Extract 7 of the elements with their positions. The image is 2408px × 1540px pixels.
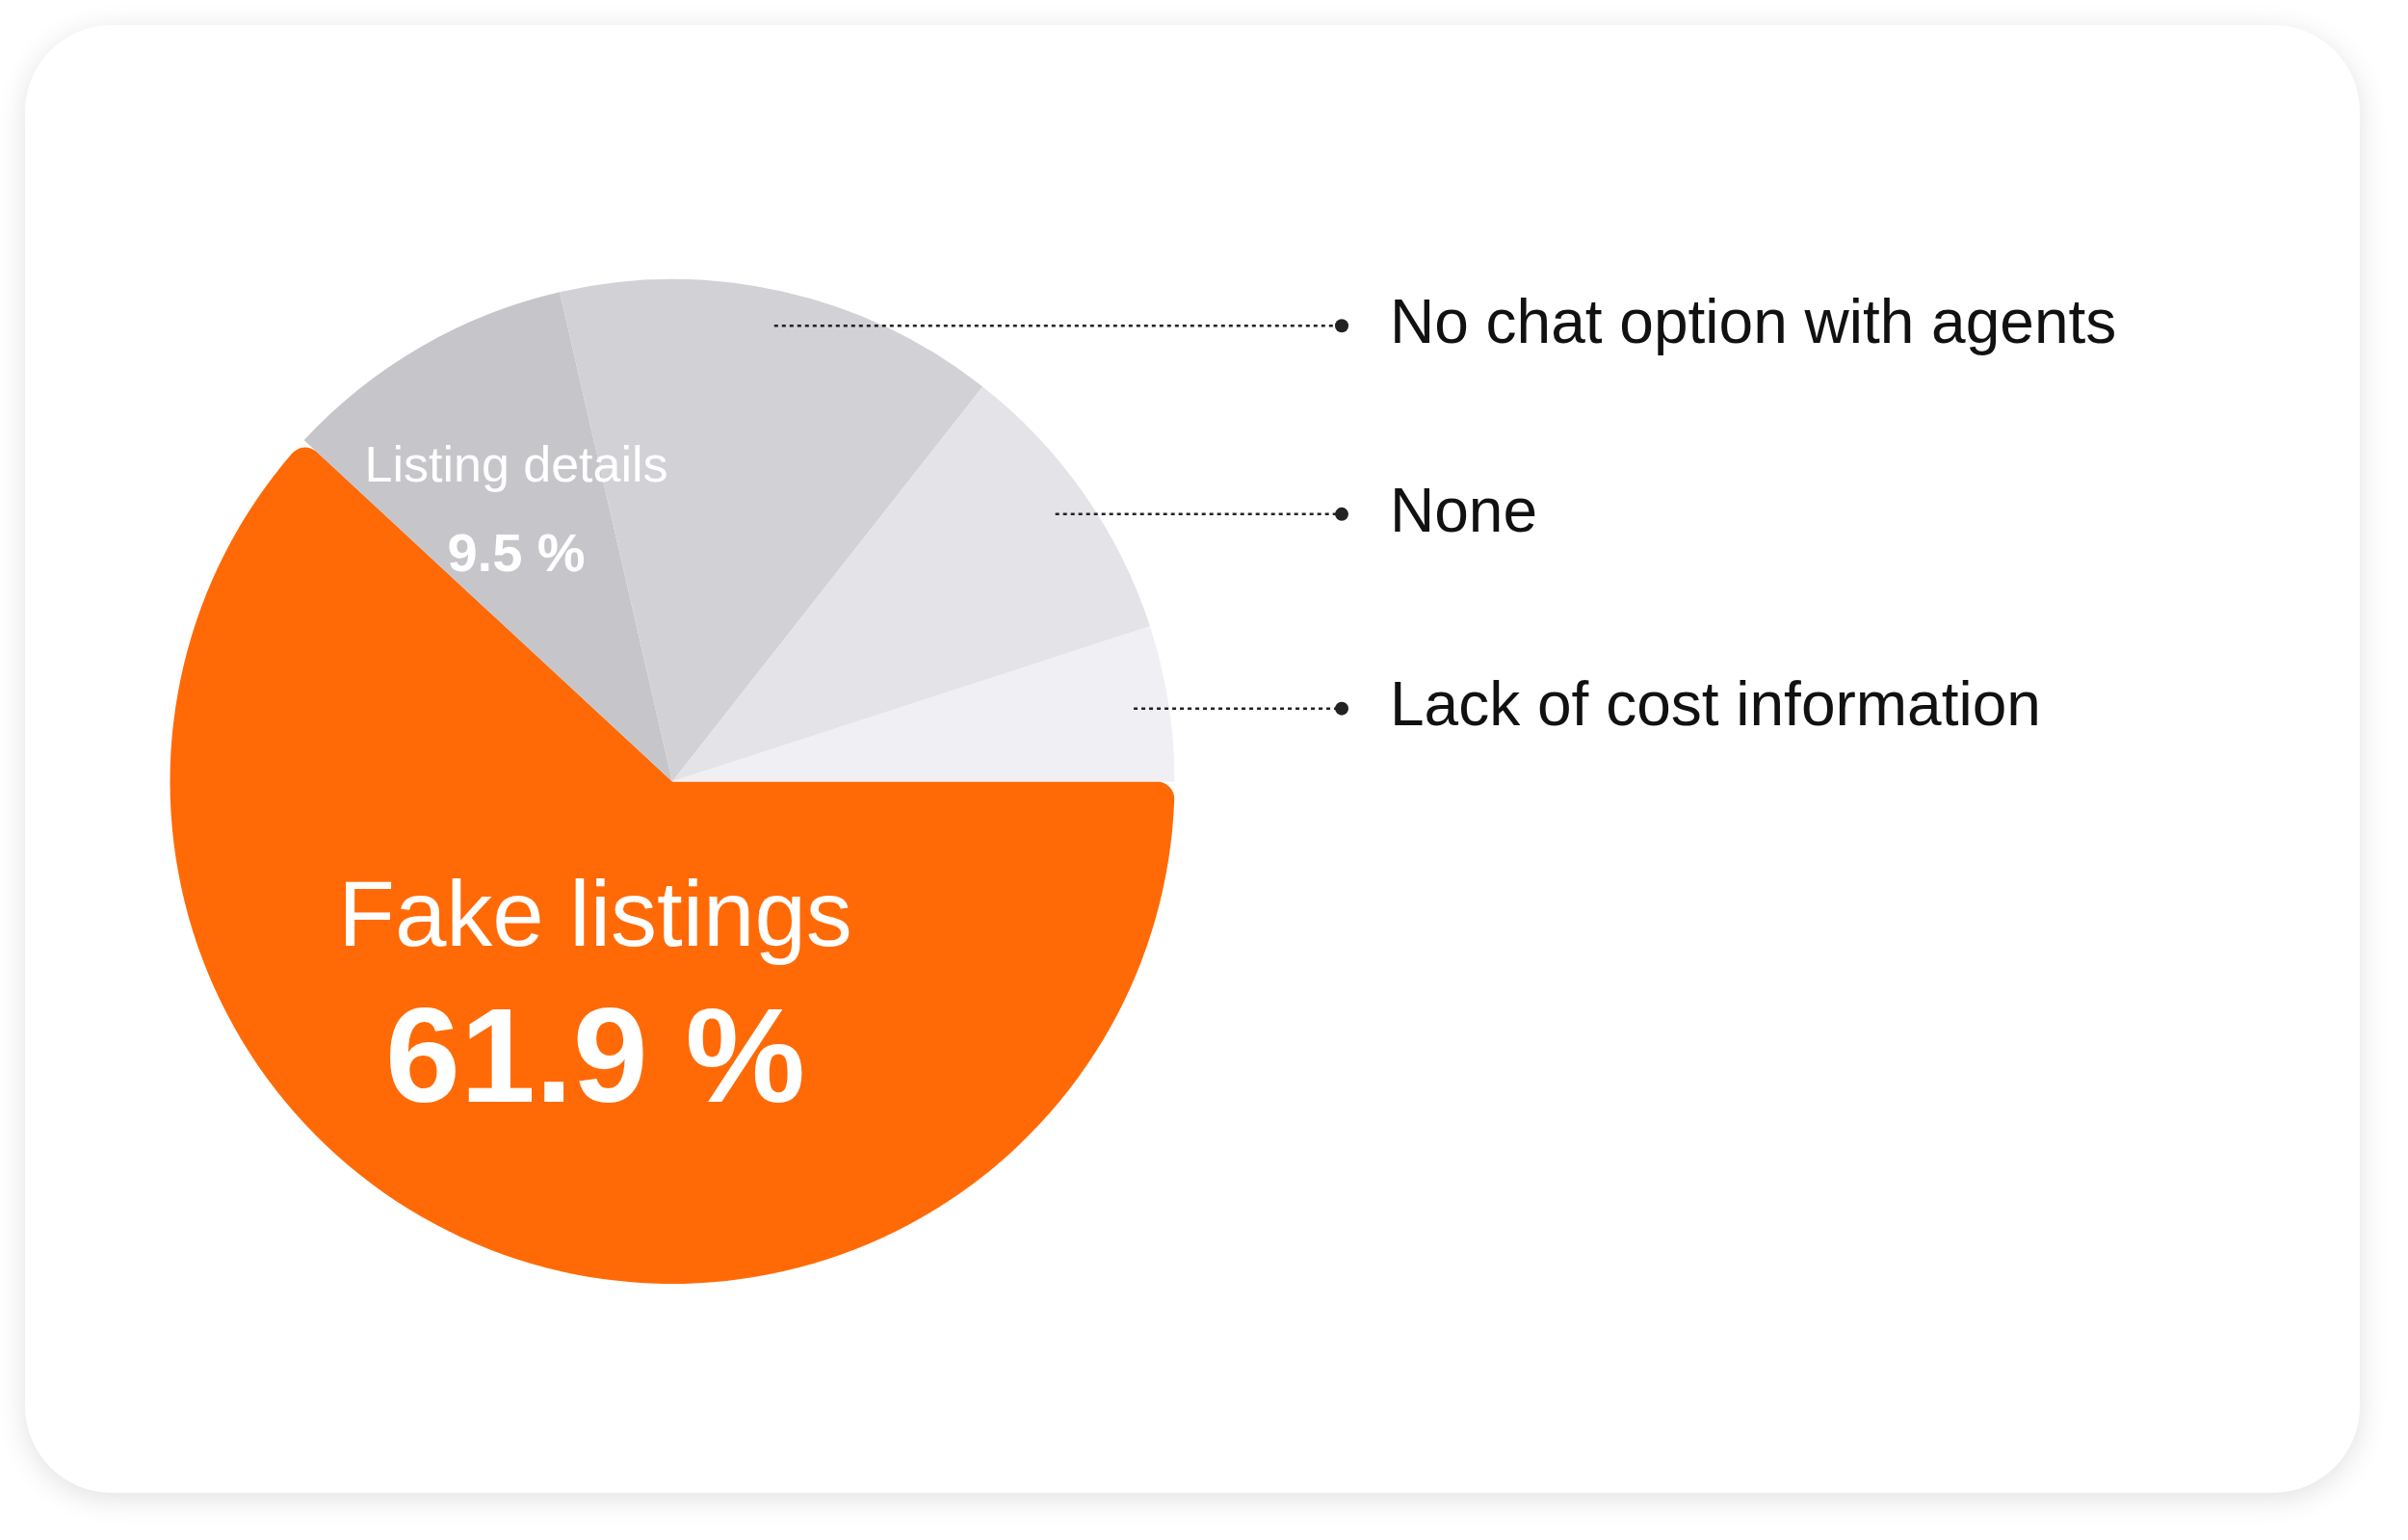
slice-label: Fake listings [338,861,852,965]
slice-label: No chat option with agents [1390,286,2117,356]
data-label: 61.9 % [385,979,805,1132]
data-label: 9.5 % [447,522,586,584]
slice-label: None [1390,475,1537,545]
slice-label: Listing details [364,436,668,492]
slice-label: Lack of cost information [1390,669,2041,740]
